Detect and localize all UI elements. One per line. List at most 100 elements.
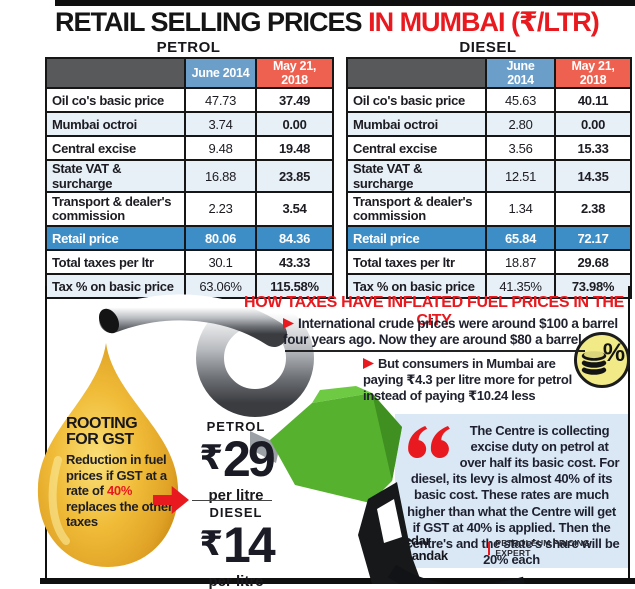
value-2018: 0.00 <box>255 111 334 137</box>
row-label: Transport & dealer's commission <box>346 191 487 227</box>
table-row: Tax % on basic price 41.35% 73.98% <box>346 273 632 299</box>
table-row: Total taxes per ltr 30.1 43.33 <box>45 249 334 275</box>
row-label: Mumbai octroi <box>346 111 487 137</box>
value-2014: 45.63 <box>485 87 556 113</box>
page-title-red: IN MUMBAI (₹/LTR) <box>368 7 600 37</box>
row-label: Oil co's basic price <box>45 87 186 113</box>
value-2014: 3.74 <box>184 111 257 137</box>
row-label: Retail price <box>346 225 487 251</box>
bullet-consumers-paying: But consumers in Mumbai are paying ₹4.3 … <box>363 356 581 404</box>
row-label: Central excise <box>346 135 487 161</box>
table-row: Mumbai octroi 2.80 0.00 <box>346 111 632 137</box>
page-title-black: RETAIL SELLING PRICES <box>55 7 363 37</box>
table-row: Transport & dealer's commission 1.34 2.3… <box>346 191 632 227</box>
petrol-table-caption: PETROL <box>156 39 221 56</box>
gst-text-part1: Reduction in fuel prices if GST at a rat… <box>66 452 167 499</box>
bullet-crude-prices: International crude prices were around $… <box>283 316 631 349</box>
col-header-may-2018: May 21, 2018 <box>554 57 632 89</box>
gst-rate-highlight: 40% <box>106 483 133 499</box>
petrol-corner-cell <box>45 57 186 89</box>
value-2018: 14.35 <box>554 159 632 193</box>
taxes-section-heading: HOW TAXES HAVE INFLATED FUEL PRICES IN T… <box>243 294 624 329</box>
bullet-divider-rule <box>285 350 585 352</box>
diesel-price-value: ₹14 <box>180 517 292 573</box>
diesel-price-unit: per litre <box>208 572 264 589</box>
value-2014: 2.23 <box>184 191 257 227</box>
value-2014: 41.35% <box>485 273 556 299</box>
value-2018: 23.85 <box>255 159 334 193</box>
table-row: Central excise 3.56 15.33 <box>346 135 632 161</box>
bullet-consumers-paying-text: But consumers in Mumbai are paying ₹4.3 … <box>363 356 572 403</box>
row-label: Tax % on basic price <box>45 273 186 299</box>
value-2018: 19.48 <box>255 135 334 161</box>
gst-text: Reduction in fuel prices if GST at a rat… <box>66 452 176 530</box>
table-row: Oil co's basic price 47.73 37.49 <box>45 87 334 113</box>
table-row: Total taxes per ltr 18.87 29.68 <box>346 249 632 275</box>
value-2014: 18.87 <box>485 249 556 275</box>
bottom-rule <box>40 578 635 584</box>
attribution-separator <box>487 541 491 555</box>
value-2014: 30.1 <box>184 249 257 275</box>
diesel-corner-cell <box>346 57 487 89</box>
value-2018: 0.00 <box>554 111 632 137</box>
petrol-price-unit: per litre <box>208 486 264 504</box>
petrol-gst-price: PETROL ₹29 per litre <box>180 419 292 504</box>
row-label: Retail price <box>45 225 186 251</box>
col-header-may-2018: May 21, 2018 <box>255 57 334 89</box>
coins-percent-icon: % <box>574 332 630 388</box>
table-row: Mumbai octroi 3.74 0.00 <box>45 111 334 137</box>
value-2018: 2.38 <box>554 191 632 227</box>
fuel-nozzle-illustration <box>250 386 525 584</box>
bullet-arrow-icon <box>283 318 294 329</box>
table-row: Central excise 9.48 19.48 <box>45 135 334 161</box>
row-label: Total taxes per ltr <box>346 249 487 275</box>
row-label: Tax % on basic price <box>346 273 487 299</box>
row-label: Central excise <box>45 135 186 161</box>
table-row: Transport & dealer's commission 2.23 3.5… <box>45 191 334 227</box>
value-2018: 115.58% <box>255 273 334 299</box>
value-2018: 40.11 <box>554 87 632 113</box>
petrol-price-value: ₹29 <box>180 431 292 487</box>
petrol-header-row: June 2014 May 21, 2018 <box>45 57 334 89</box>
diesel-price-label: DIESEL <box>209 505 263 520</box>
value-2018: 72.17 <box>554 225 632 251</box>
percent-glyph: % <box>603 339 625 367</box>
value-2018: 84.36 <box>255 225 334 251</box>
row-label: Mumbai octroi <box>45 111 186 137</box>
top-rule <box>55 0 635 6</box>
diesel-price-number: 14 <box>223 517 276 573</box>
value-2014: 47.73 <box>184 87 257 113</box>
value-2018: 37.49 <box>255 87 334 113</box>
value-2014: 3.56 <box>485 135 556 161</box>
table-row: State VAT & surcharge 16.88 23.85 <box>45 159 334 193</box>
value-2014: 63.06% <box>184 273 257 299</box>
gst-heading: ROOTING FOR GST <box>66 415 138 448</box>
value-2014: 1.34 <box>485 191 556 227</box>
bullet-arrow-icon <box>363 358 374 369</box>
row-label: Total taxes per ltr <box>45 249 186 275</box>
col-header-june-2014: June 2014 <box>485 57 556 89</box>
bullet-crude-prices-text: International crude prices were around $… <box>283 316 618 348</box>
row-label: Transport & dealer's commission <box>45 191 186 227</box>
oil-drop-illustration <box>37 343 179 567</box>
row-label: State VAT & surcharge <box>45 159 186 193</box>
diesel-gst-price: DIESEL ₹14 per litre <box>180 505 292 589</box>
retail-price-row: Retail price 80.06 84.36 <box>45 225 334 251</box>
diesel-table: June 2014 May 21, 2018 Oil co's basic pr… <box>346 57 632 299</box>
value-2014: 2.80 <box>485 111 556 137</box>
row-label: State VAT & surcharge <box>346 159 487 193</box>
value-2018: 73.98% <box>554 273 632 299</box>
gst-text-part2: replaces the other taxes <box>66 498 173 530</box>
value-2018: 43.33 <box>255 249 334 275</box>
petrol-price-label: PETROL <box>206 419 266 434</box>
petrol-table: June 2014 May 21, 2018 Oil co's basic pr… <box>45 57 334 299</box>
value-2018: 15.33 <box>554 135 632 161</box>
value-2014: 16.88 <box>184 159 257 193</box>
retail-price-row: Retail price 65.84 72.17 <box>346 225 632 251</box>
petrol-price-number: 29 <box>223 431 276 487</box>
value-2014: 80.06 <box>184 225 257 251</box>
rupee-symbol: ₹ <box>199 439 224 477</box>
price-divider-rule <box>192 500 272 501</box>
value-2014: 9.48 <box>184 135 257 161</box>
